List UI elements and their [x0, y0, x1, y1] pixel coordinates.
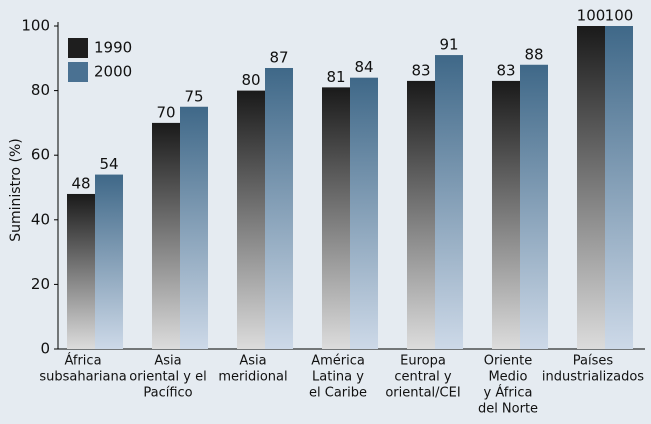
- y-tick-label: 40: [31, 210, 50, 228]
- y-tick-label: 0: [40, 340, 50, 358]
- value-label: 88: [524, 45, 543, 63]
- bar: [520, 64, 548, 349]
- x-tick-label: el Caribe: [309, 386, 367, 401]
- x-tick-label: oriental y el: [129, 370, 206, 385]
- legend-label: 2000: [94, 63, 132, 81]
- bar: [322, 87, 350, 350]
- y-tick-label: 80: [31, 81, 50, 99]
- x-tick-label: África: [64, 353, 101, 369]
- bar: [435, 55, 463, 349]
- value-label: 54: [99, 155, 118, 173]
- x-tick-label: América: [311, 354, 365, 369]
- x-tick-label: Oriente: [484, 354, 533, 369]
- value-label: 87: [269, 48, 288, 66]
- y-tick-label: 20: [31, 275, 50, 293]
- x-tick-label: Pacífico: [143, 386, 192, 401]
- x-tick-label: Asia: [154, 354, 181, 369]
- legend-swatch: [68, 38, 88, 58]
- bar: [350, 77, 378, 350]
- value-label: 83: [411, 61, 430, 79]
- x-tick-label: oriental/CEI: [385, 386, 460, 401]
- y-axis-label: Suministro (%): [8, 138, 24, 242]
- x-tick-label: Latina y: [312, 370, 364, 385]
- bar: [492, 80, 520, 349]
- x-tick-label: del Norte: [478, 402, 538, 417]
- x-tick-label: subsahariana: [39, 370, 126, 385]
- value-label: 83: [496, 61, 515, 79]
- bar: [67, 193, 95, 349]
- x-tick-label: y África: [484, 385, 533, 401]
- bar: [180, 106, 208, 349]
- value-label: 80: [241, 71, 260, 89]
- value-label: 81: [326, 68, 345, 86]
- bar: [605, 26, 633, 349]
- legend-label: 1990: [94, 39, 132, 57]
- bar: [577, 26, 605, 349]
- value-label: 75: [184, 87, 203, 105]
- y-tick-label: 100: [21, 17, 50, 35]
- bar: [152, 122, 180, 350]
- x-tick-label: Medio: [488, 370, 527, 385]
- bar: [95, 174, 123, 349]
- x-tick-label: meridional: [218, 370, 287, 385]
- x-tick-label: central y: [394, 370, 452, 385]
- value-label: 48: [71, 174, 90, 192]
- bar: [407, 80, 435, 349]
- bar: [265, 67, 293, 350]
- bar: [237, 90, 265, 349]
- value-label: 70: [156, 103, 175, 121]
- value-label: 91: [439, 36, 458, 54]
- x-tick-label: Países: [573, 354, 614, 369]
- legend-swatch: [68, 62, 88, 82]
- x-tick-label: industrializados: [542, 370, 644, 385]
- y-tick-label: 60: [31, 146, 50, 164]
- value-label: 100: [605, 7, 634, 25]
- x-tick-label: Asia: [239, 354, 266, 369]
- x-tick-label: Europa: [400, 354, 446, 369]
- value-label: 84: [354, 58, 373, 76]
- value-label: 100: [577, 7, 606, 25]
